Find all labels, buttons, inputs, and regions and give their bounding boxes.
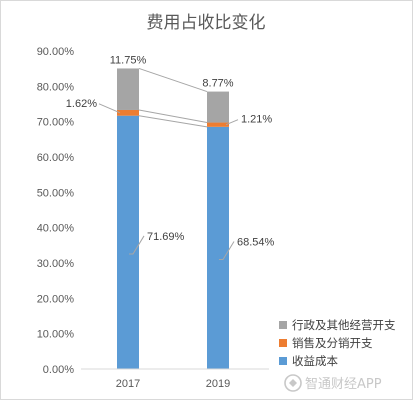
chart-title: 费用占收比变化 [147, 13, 266, 33]
label-leader-line [98, 103, 121, 114]
legend-swatch [279, 339, 287, 347]
watermark-logo-icon [284, 374, 302, 392]
bar-segment [207, 91, 229, 123]
series-line [138, 67, 208, 93]
bars [117, 68, 229, 369]
bar-segment [117, 115, 139, 369]
label-leader-line [225, 119, 239, 126]
bar-segment [207, 126, 229, 369]
label-leader-line [219, 241, 235, 261]
watermark-text: 智通财经APP [305, 377, 382, 392]
y-tick-label: 70.00% [37, 117, 75, 129]
series-lines [138, 67, 208, 128]
y-tick-label: 80.00% [37, 81, 75, 93]
series-line [138, 115, 208, 128]
bar-segment [207, 122, 229, 127]
watermark-logo-mark [289, 379, 297, 387]
y-tick-label: 50.00% [37, 187, 75, 199]
legend-swatch [279, 357, 287, 365]
legend-swatch [279, 321, 287, 329]
y-tick-label: 0.00% [43, 364, 74, 376]
data-label: 8.77% [202, 78, 233, 90]
y-tick-label: 20.00% [37, 293, 75, 305]
series-line [138, 109, 208, 124]
data-labels: 71.69% 1.62% 11.75% 68.54% 1.21% 8.77% [66, 54, 275, 261]
y-tick-label: 40.00% [37, 223, 75, 235]
y-axis: 0.00% 10.00% 20.00% 30.00% 40.00% 50.00% 60.00… [37, 46, 75, 376]
legend-label: 行政及其他经营开支 [292, 318, 396, 332]
x-tick-label: 2017 [116, 378, 140, 390]
label-leader-line [129, 235, 145, 255]
data-label: 71.69% [147, 231, 185, 243]
y-tick-label: 90.00% [37, 46, 75, 58]
y-tick-label: 30.00% [37, 258, 75, 270]
bar-segment [117, 68, 139, 110]
legend-label: 销售及分销开支 [292, 336, 373, 350]
data-label: 11.75% [110, 54, 147, 66]
bar-segment [117, 109, 139, 116]
x-axis: 2017 2019 [81, 368, 269, 390]
data-label: 68.54% [237, 237, 275, 249]
legend-label: 收益成本 [292, 354, 338, 368]
data-label: 1.21% [241, 114, 272, 126]
x-tick-label: 2019 [206, 378, 230, 390]
y-tick-label: 60.00% [37, 152, 75, 164]
watermark: 智通财经APP [284, 374, 382, 392]
y-tick-label: 10.00% [37, 329, 75, 341]
data-label: 1.62% [66, 98, 97, 110]
